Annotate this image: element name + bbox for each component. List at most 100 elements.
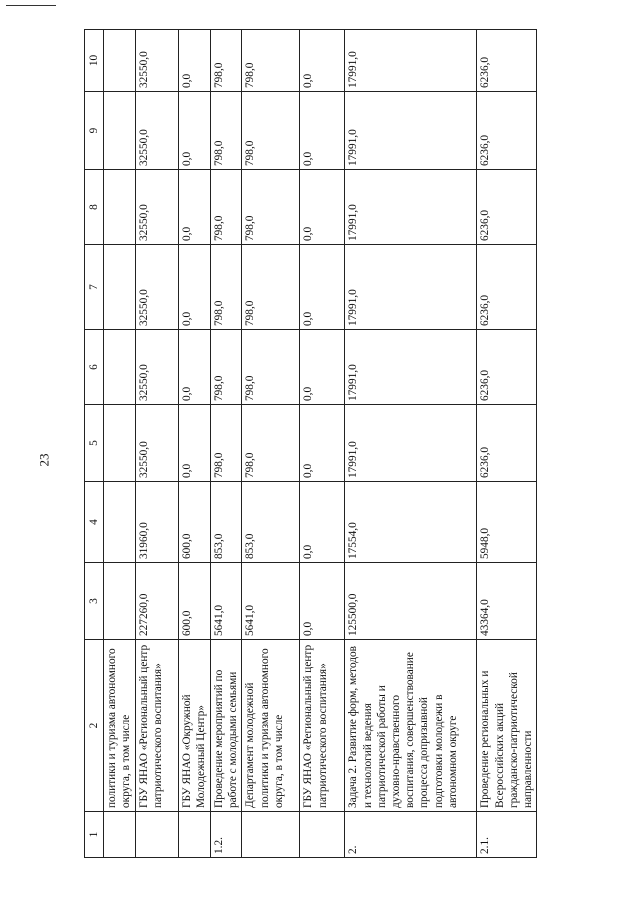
value-cell: 32550,0 <box>135 404 179 482</box>
value-cell: 32550,0 <box>135 244 179 330</box>
budget-table: 1 2 3 4 5 6 7 8 9 10 политики и туризма автономног… <box>84 29 537 858</box>
value-cell: 600,0 <box>178 562 211 640</box>
table-row: Департамент молодежной политики и туризм… <box>241 29 300 858</box>
row-name: Задача 2. Развитие форм, методов и техно… <box>344 639 477 812</box>
row-name: Департамент молодежной политики и туризм… <box>241 639 300 812</box>
value-cell: 798,0 <box>241 169 300 245</box>
value-cell: 0,0 <box>299 91 345 170</box>
value-cell: 0,0 <box>178 244 211 330</box>
column-header: 4 <box>84 481 104 563</box>
value-cell: 17991,0 <box>344 404 477 482</box>
row-number: 2.1. <box>476 811 537 858</box>
table-row: ГБУ ЯНАО «Окружной Молодежный Центр» 600,… <box>178 29 211 858</box>
value-cell: 43364,0 <box>476 562 537 640</box>
value-cell <box>103 329 136 405</box>
value-cell: 798,0 <box>210 169 242 245</box>
table-row: ГБУ ЯНАО «Региональный центр патриотичес… <box>135 29 179 858</box>
row-number <box>103 811 136 858</box>
value-cell: 227260,0 <box>135 562 179 640</box>
value-cell: 32550,0 <box>135 169 179 245</box>
value-cell: 798,0 <box>210 329 242 405</box>
value-cell: 798,0 <box>241 29 300 92</box>
row-number <box>299 811 345 858</box>
value-cell: 125500,0 <box>344 562 477 640</box>
row-name: ГБУ ЯНАО «Окружной Молодежный Центр» <box>178 639 211 812</box>
value-cell <box>103 244 136 330</box>
column-header: 8 <box>84 169 104 245</box>
table-row: 1.2. Проведение мероприятий по работе с м… <box>210 29 242 858</box>
value-cell: 0,0 <box>178 404 211 482</box>
row-name: Проведение региональных и Всероссийских … <box>476 639 537 812</box>
value-cell: 0,0 <box>178 329 211 405</box>
table-row: политики и туризма автономного округа, в… <box>103 29 136 858</box>
top-rule <box>6 5 56 6</box>
row-number: 1.2. <box>210 811 242 858</box>
value-cell: 17991,0 <box>344 91 477 170</box>
value-cell: 5948,0 <box>476 481 537 563</box>
value-cell: 798,0 <box>210 404 242 482</box>
column-header: 5 <box>84 404 104 482</box>
column-header: 6 <box>84 329 104 405</box>
value-cell: 0,0 <box>299 169 345 245</box>
value-cell <box>103 562 136 640</box>
table-row: 2.1. Проведение региональных и Всероссийс… <box>476 29 537 858</box>
value-cell: 0,0 <box>299 329 345 405</box>
value-cell: 32550,0 <box>135 29 179 92</box>
value-cell: 0,0 <box>299 404 345 482</box>
value-cell: 600,0 <box>178 481 211 563</box>
value-cell <box>103 481 136 563</box>
value-cell: 6236,0 <box>476 169 537 245</box>
value-cell <box>103 169 136 245</box>
value-cell: 798,0 <box>241 91 300 170</box>
value-cell: 6236,0 <box>476 29 537 92</box>
value-cell: 0,0 <box>178 169 211 245</box>
row-name: Проведение мероприятий по работе с молод… <box>210 639 242 812</box>
column-header: 1 <box>84 811 104 858</box>
value-cell: 5641,0 <box>241 562 300 640</box>
value-cell: 798,0 <box>241 244 300 330</box>
value-cell: 0,0 <box>299 562 345 640</box>
value-cell: 17991,0 <box>344 329 477 405</box>
row-name: ГБУ ЯНАО «Региональный центр патриотичес… <box>299 639 345 812</box>
value-cell: 0,0 <box>178 29 211 92</box>
page-number: 23 <box>36 453 52 467</box>
column-header: 3 <box>84 562 104 640</box>
value-cell: 17991,0 <box>344 29 477 92</box>
column-header: 9 <box>84 91 104 170</box>
value-cell: 31960,0 <box>135 481 179 563</box>
table-row: 2. Задача 2. Развитие форм, методов и тех… <box>344 29 477 858</box>
column-header: 2 <box>84 639 104 812</box>
value-cell: 853,0 <box>241 481 300 563</box>
row-name: политики и туризма автономного округа, в… <box>103 639 136 812</box>
value-cell: 32550,0 <box>135 329 179 405</box>
value-cell: 5641,0 <box>210 562 242 640</box>
row-number <box>178 811 211 858</box>
value-cell: 17554,0 <box>344 481 477 563</box>
value-cell: 6236,0 <box>476 244 537 330</box>
table-row: ГБУ ЯНАО «Региональный центр патриотичес… <box>299 29 345 858</box>
value-cell <box>103 404 136 482</box>
value-cell: 798,0 <box>210 91 242 170</box>
value-cell: 0,0 <box>178 91 211 170</box>
row-number <box>135 811 179 858</box>
value-cell: 32550,0 <box>135 91 179 170</box>
value-cell: 17991,0 <box>344 169 477 245</box>
value-cell: 17991,0 <box>344 244 477 330</box>
value-cell: 0,0 <box>299 29 345 92</box>
column-header: 10 <box>84 29 104 92</box>
rotated-table-wrapper: 1 2 3 4 5 6 7 8 9 10 политики и туризма автономног… <box>84 29 537 858</box>
value-cell: 0,0 <box>299 481 345 563</box>
value-cell <box>103 91 136 170</box>
value-cell: 798,0 <box>210 29 242 92</box>
value-cell: 853,0 <box>210 481 242 563</box>
header-row: 1 2 3 4 5 6 7 8 9 10 <box>84 29 104 858</box>
value-cell: 798,0 <box>241 404 300 482</box>
column-header: 7 <box>84 244 104 330</box>
row-number: 2. <box>344 811 477 858</box>
row-name: ГБУ ЯНАО «Региональный центр патриотичес… <box>135 639 179 812</box>
row-number <box>241 811 300 858</box>
value-cell: 0,0 <box>299 244 345 330</box>
value-cell: 6236,0 <box>476 329 537 405</box>
value-cell: 6236,0 <box>476 404 537 482</box>
value-cell <box>103 29 136 92</box>
